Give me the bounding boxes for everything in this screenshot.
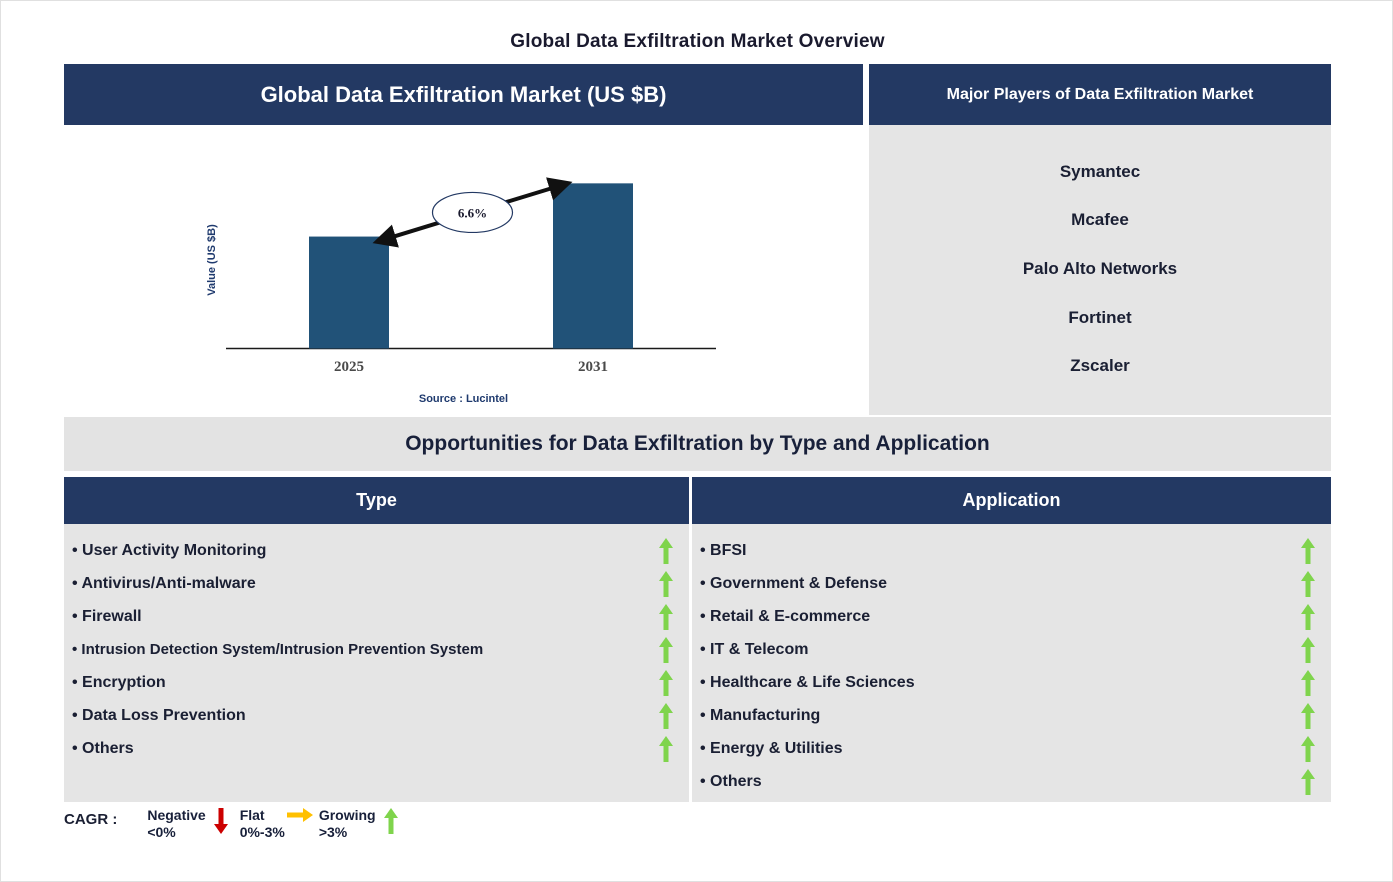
arrow-up-icon xyxy=(1299,603,1317,630)
arrow-up-icon xyxy=(376,807,406,839)
opportunity-label: • Government & Defense xyxy=(700,574,887,592)
x-tick-label-2031: 2031 xyxy=(578,359,608,375)
opportunity-label: • IT & Telecom xyxy=(700,640,809,658)
arrow-up-icon xyxy=(1299,669,1317,696)
cagr-legend-item-name: Growing xyxy=(318,807,376,823)
opportunity-row: • Government & Defense xyxy=(692,567,1331,600)
cagr-bubble xyxy=(431,191,514,234)
cagr-legend-item-text: Growing >3% xyxy=(319,807,376,841)
opportunity-label: • Antivirus/Anti-malware xyxy=(72,574,256,592)
cagr-legend-item-range: >3% xyxy=(318,824,348,840)
opportunity-row: • Others xyxy=(64,732,689,765)
arrow-up-icon xyxy=(657,570,675,597)
opportunity-row: • Firewall xyxy=(64,600,689,633)
opportunity-label: • Others xyxy=(72,739,134,757)
application-opportunity-list: • BFSI • Government & Defense • Retail & E… xyxy=(692,524,1331,802)
cagr-legend-items: Negative <0% Flat 0%-3% Growing >3% xyxy=(147,807,409,841)
cagr-legend-label: CAGR : xyxy=(64,811,118,828)
arrow-up-icon xyxy=(657,735,675,762)
opportunity-label: • Intrusion Detection System/Intrusion P… xyxy=(72,641,484,658)
major-players-list: Symantec Mcafee Palo Alto Networks Fortinet… xyxy=(869,125,1331,415)
cagr-legend-item: Negative <0% xyxy=(147,807,235,841)
arrow-right-icon xyxy=(285,807,315,827)
y-axis-label: Value (US $B) xyxy=(206,224,218,296)
opportunities-banner-label: Opportunities for Data Exfiltration by T… xyxy=(405,432,990,455)
arrow-up-icon xyxy=(657,702,675,729)
cagr-legend-item: Growing >3% xyxy=(319,807,406,841)
opportunity-label: • Encryption xyxy=(72,673,166,691)
arrow-up-icon xyxy=(1299,702,1317,729)
opportunity-row: • Intrusion Detection System/Intrusion P… xyxy=(64,633,689,666)
bar-2031 xyxy=(553,183,633,349)
opportunities-banner: Opportunities for Data Exfiltration by T… xyxy=(64,417,1331,471)
x-tick-label-2025: 2025 xyxy=(334,359,364,375)
arrow-up-icon xyxy=(657,537,675,564)
chart-panel-header-label: Global Data Exfiltration Market (US $B) xyxy=(260,81,667,107)
arrow-down-icon xyxy=(206,807,236,839)
chart-source-note: Source : Lucintel xyxy=(418,393,509,405)
arrow-up-icon xyxy=(1299,768,1317,795)
player-name: Zscaler xyxy=(1070,356,1130,376)
chart-panel-header: Global Data Exfiltration Market (US $B) xyxy=(64,64,863,125)
opportunity-label: • Retail & E-commerce xyxy=(700,607,871,625)
player-name: Mcafee xyxy=(1071,210,1129,230)
opportunity-row: • Encryption xyxy=(64,666,689,699)
application-column-header-label: Application xyxy=(962,490,1061,510)
players-panel-header: Major Players of Data Exfiltration Marke… xyxy=(869,64,1331,125)
opportunity-row: • Manufacturing xyxy=(692,699,1331,732)
arrow-up-icon xyxy=(1299,570,1317,597)
cagr-legend-item-name: Negative xyxy=(147,807,206,823)
opportunity-label: • Manufacturing xyxy=(700,706,821,724)
opportunity-row: • Energy & Utilities xyxy=(692,732,1331,765)
player-name: Palo Alto Networks xyxy=(1022,258,1178,278)
opportunity-row: • Others xyxy=(692,765,1331,798)
arrow-down-icon xyxy=(213,808,228,839)
opportunity-row: • Antivirus/Anti-malware xyxy=(64,567,689,600)
opportunity-label: • Energy & Utilities xyxy=(700,739,843,757)
arrow-up-icon xyxy=(657,636,675,663)
opportunity-label: • User Activity Monitoring xyxy=(72,541,267,559)
cagr-legend-item-range: <0% xyxy=(147,824,176,840)
opportunity-row: • IT & Telecom xyxy=(692,633,1331,666)
opportunity-row: • Retail & E-commerce xyxy=(692,600,1331,633)
cagr-legend: CAGR : Negative <0% Flat 0%-3% Growing >3% xyxy=(64,807,410,853)
page-title: Global Data Exfiltration Market Overview xyxy=(510,31,885,52)
cagr-bubble-label: 6.6% xyxy=(458,205,487,220)
type-column-header: Type xyxy=(64,477,689,524)
bar-2025 xyxy=(309,236,389,349)
application-column-header: Application xyxy=(692,477,1331,524)
arrow-up-icon xyxy=(1299,537,1317,564)
arrow-up-icon xyxy=(1299,735,1317,762)
market-bar-chart: Value (US $B) 6.6% 2025 2031 xyxy=(64,125,863,415)
arrow-up-icon xyxy=(1299,636,1317,663)
arrow-up-icon xyxy=(657,603,675,630)
opportunity-label: • Healthcare & Life Sciences xyxy=(700,673,915,691)
player-name: Symantec xyxy=(1059,161,1141,181)
player-name: Fortinet xyxy=(1068,307,1132,327)
cagr-legend-item-text: Flat 0%-3% xyxy=(240,807,285,841)
opportunity-label: • Firewall xyxy=(72,607,142,625)
type-opportunity-list: • User Activity Monitoring • Antivirus/An… xyxy=(64,524,689,802)
chart-svg: Value (US $B) 6.6% 2025 2031 xyxy=(206,177,716,375)
arrow-up-icon xyxy=(657,669,675,696)
players-panel-header-label: Major Players of Data Exfiltration Marke… xyxy=(946,85,1254,103)
type-column-header-label: Type xyxy=(356,490,397,510)
opportunity-row: • Healthcare & Life Sciences xyxy=(692,666,1331,699)
opportunity-row: • Data Loss Prevention xyxy=(64,699,689,732)
opportunity-row: • BFSI xyxy=(692,534,1331,567)
arrow-right-icon xyxy=(286,808,313,827)
cagr-legend-item-name: Flat xyxy=(239,807,265,823)
arrow-up-icon xyxy=(383,808,398,839)
cagr-legend-item-text: Negative <0% xyxy=(147,807,205,841)
opportunity-row: • User Activity Monitoring xyxy=(64,534,689,567)
cagr-legend-item-range: 0%-3% xyxy=(239,824,285,840)
cagr-legend-item: Flat 0%-3% xyxy=(240,807,315,841)
opportunity-label: • Others xyxy=(700,772,762,790)
opportunity-label: • BFSI xyxy=(700,541,747,559)
opportunity-label: • Data Loss Prevention xyxy=(72,706,246,724)
